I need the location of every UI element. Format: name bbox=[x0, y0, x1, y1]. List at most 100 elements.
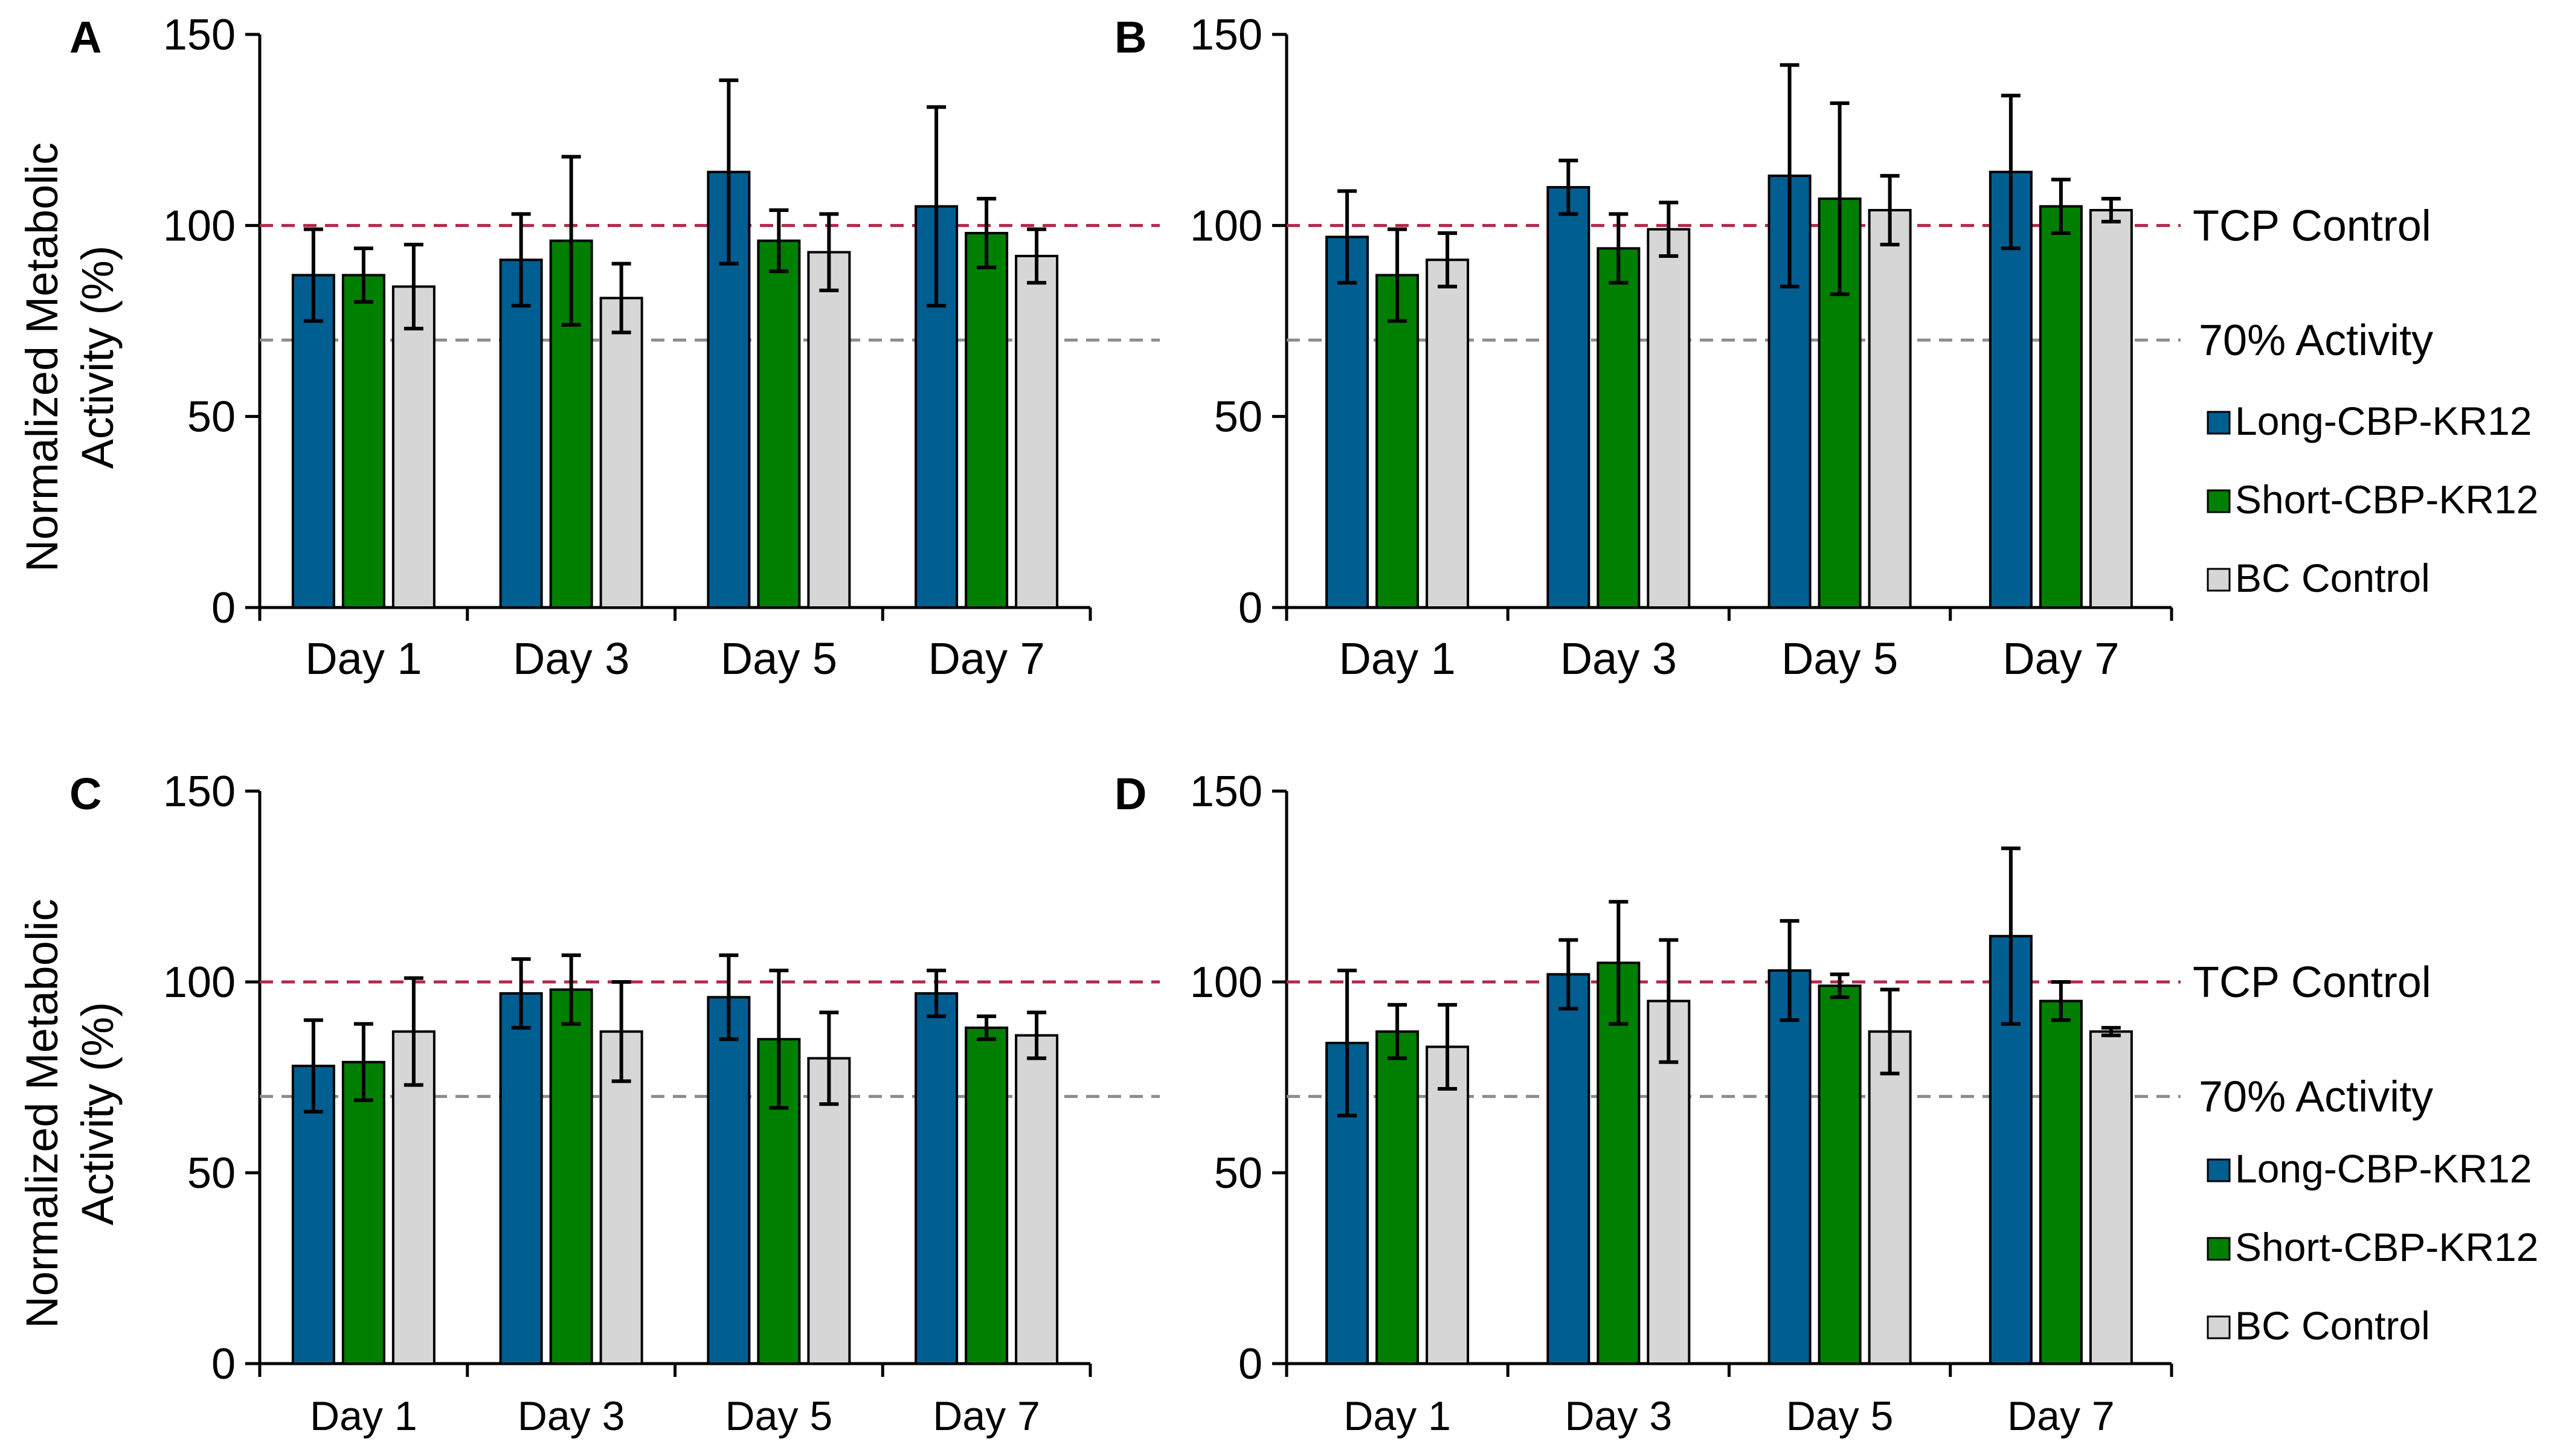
bar bbox=[549, 988, 593, 1365]
panel-label: C bbox=[69, 769, 101, 819]
x-tick-label: Day 5 bbox=[1781, 633, 1898, 684]
legend-label: Short-CBP-KR12 bbox=[2235, 477, 2539, 522]
bar bbox=[807, 251, 851, 609]
bar bbox=[1375, 1030, 1420, 1365]
bar bbox=[1597, 247, 1641, 609]
x-tick-label: Day 7 bbox=[2007, 1393, 2115, 1439]
y-axis-title-line: Activity (%) bbox=[72, 1002, 123, 1225]
x-tick-label: Day 7 bbox=[933, 1393, 1040, 1439]
y-tick-label: 50 bbox=[1214, 1149, 1262, 1198]
y-tick-label: 100 bbox=[1190, 958, 1262, 1007]
bar bbox=[391, 285, 436, 609]
bar bbox=[499, 992, 543, 1365]
bar bbox=[757, 239, 801, 609]
x-tick-label: Day 5 bbox=[721, 633, 837, 684]
x-tick-label: Day 1 bbox=[305, 633, 422, 684]
y-tick-label: 0 bbox=[1238, 1340, 1262, 1388]
x-tick-label: Day 1 bbox=[1339, 633, 1455, 684]
legend-swatch bbox=[2207, 568, 2231, 592]
x-tick-label: Day 3 bbox=[513, 633, 629, 684]
y-tick-label: 0 bbox=[211, 584, 236, 632]
y-tick-label: 150 bbox=[1190, 11, 1262, 59]
y-tick-label: 50 bbox=[187, 393, 236, 441]
legend-label: Short-CBP-KR12 bbox=[2235, 1225, 2539, 1269]
legend-swatch bbox=[2207, 1315, 2231, 1339]
tcp-control-label: TCP Control bbox=[2193, 202, 2431, 250]
y-tick-label: 50 bbox=[187, 1149, 236, 1198]
bar bbox=[2089, 209, 2133, 609]
y-tick-label: 100 bbox=[163, 958, 236, 1007]
chart-panels: A 0 50 100 150 Day 1 Day 3 Day 5 Day 7 Normalized… bbox=[17, 11, 2539, 1439]
bar bbox=[1546, 186, 1590, 609]
activity-label: 70% Activity bbox=[2199, 1073, 2433, 1121]
x-tick-label: Day 7 bbox=[2002, 633, 2119, 684]
y-tick-label: 100 bbox=[1190, 202, 1262, 250]
y-tick-label: 0 bbox=[211, 1340, 236, 1388]
legend-label: Long-CBP-KR12 bbox=[2235, 1146, 2532, 1191]
bar bbox=[1426, 258, 1470, 609]
panel-label: B bbox=[1114, 12, 1146, 62]
bar bbox=[341, 274, 385, 609]
bar bbox=[1546, 973, 1590, 1365]
bar bbox=[1015, 1034, 1059, 1365]
bar bbox=[1767, 969, 1812, 1365]
bar bbox=[1015, 254, 1059, 609]
panel-a: A 0 50 100 150 Day 1 Day 3 Day 5 Day 7 Normalized… bbox=[17, 11, 1160, 684]
bar bbox=[1818, 984, 1862, 1365]
legend-swatch bbox=[2207, 1158, 2231, 1182]
bar bbox=[291, 274, 335, 609]
x-tick-label: Day 3 bbox=[1565, 1393, 1673, 1439]
y-tick-label: 50 bbox=[1214, 393, 1262, 441]
legend-label: Long-CBP-KR12 bbox=[2235, 399, 2532, 443]
x-tick-label: Day 5 bbox=[1786, 1393, 1894, 1439]
x-tick-label: Day 3 bbox=[518, 1393, 625, 1439]
y-tick-label: 150 bbox=[1190, 768, 1262, 816]
bar bbox=[2089, 1030, 2133, 1365]
bar bbox=[915, 992, 959, 1365]
legend-swatch bbox=[2207, 1237, 2231, 1261]
y-axis-title-line: Activity (%) bbox=[72, 246, 123, 469]
x-tick-label: Day 1 bbox=[1343, 1393, 1451, 1439]
panel-b: B 0 50 100 150 Day 1 Day 3 Day 5 Day 7 TCP Contro… bbox=[1114, 11, 2539, 684]
bar bbox=[1426, 1045, 1470, 1365]
x-tick-label: Day 5 bbox=[725, 1393, 833, 1439]
bar bbox=[1868, 1030, 1912, 1365]
y-axis-title-line: Normalized Metabolic bbox=[17, 899, 67, 1329]
bar bbox=[1375, 274, 1420, 609]
bar bbox=[499, 258, 543, 609]
panel-d: D 0 50 100 150 Day 1 Day 3 Day 5 Day 7 TCP Contro… bbox=[1114, 768, 2539, 1439]
panel-label: A bbox=[69, 12, 101, 62]
x-tick-label: Day 1 bbox=[310, 1393, 417, 1439]
y-tick-label: 150 bbox=[163, 768, 236, 816]
bar bbox=[599, 297, 643, 609]
bar bbox=[965, 231, 1009, 609]
bar bbox=[1325, 236, 1369, 609]
legend-swatch bbox=[2207, 489, 2231, 513]
x-tick-label: Day 7 bbox=[928, 633, 1044, 684]
bar bbox=[1647, 228, 1691, 609]
bar bbox=[2039, 999, 2083, 1365]
legend-swatch bbox=[2207, 411, 2231, 435]
y-axis-title-line: Normalized Metabolic bbox=[17, 143, 67, 572]
panel-label: D bbox=[1114, 769, 1146, 819]
x-tick-label: Day 3 bbox=[1560, 633, 1677, 684]
legend-label: BC Control bbox=[2235, 1303, 2430, 1348]
activity-label: 70% Activity bbox=[2199, 316, 2433, 365]
bar bbox=[341, 1060, 385, 1365]
y-tick-label: 0 bbox=[1238, 584, 1262, 632]
bar bbox=[1597, 961, 1641, 1365]
y-tick-label: 100 bbox=[163, 202, 236, 250]
bar bbox=[599, 1030, 643, 1365]
bar bbox=[2039, 205, 2083, 609]
bar bbox=[807, 1057, 851, 1365]
y-axis-title: Normalized Metabolic Activity (%) bbox=[17, 143, 123, 572]
legend-label: BC Control bbox=[2235, 556, 2430, 600]
bar bbox=[707, 996, 751, 1365]
panel-c: C 0 50 100 150 Day 1 Day 3 Day 5 Day 7 Normalized… bbox=[17, 768, 1160, 1439]
y-tick-label: 150 bbox=[163, 11, 236, 59]
bar bbox=[965, 1026, 1009, 1365]
tcp-control-label: TCP Control bbox=[2193, 958, 2431, 1007]
bar bbox=[1989, 170, 2033, 609]
y-axis-title: Normalized Metabolic Activity (%) bbox=[17, 899, 123, 1329]
